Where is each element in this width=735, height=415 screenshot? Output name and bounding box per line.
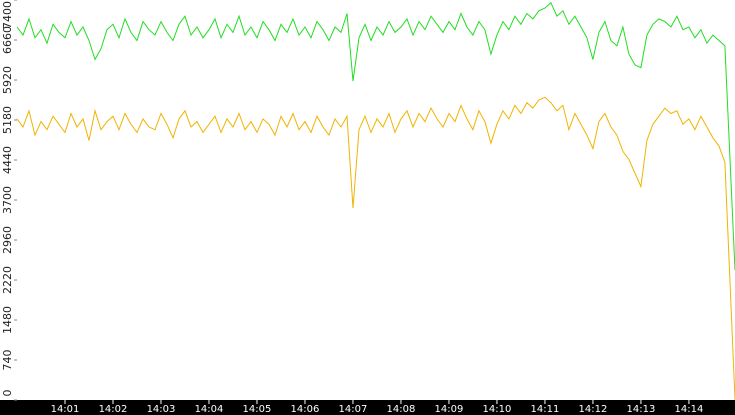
x-axis-band — [0, 400, 735, 415]
x-tick-label: 14:09 — [435, 404, 464, 415]
series-line — [16, 1, 735, 271]
x-tick-label: 14:10 — [483, 404, 512, 415]
x-tick-label: 14:07 — [339, 404, 368, 415]
x-tick-label: 14:13 — [627, 404, 656, 415]
x-tick-label: 14:01 — [51, 404, 80, 415]
y-tick-label: 3700 — [1, 186, 14, 214]
x-tick-label: 14:05 — [243, 404, 272, 415]
y-tick-label: 4440 — [1, 146, 14, 174]
x-tick-label: 14:02 — [99, 404, 128, 415]
x-tick-label: 14:11 — [531, 404, 560, 415]
y-tick-label: 6660 — [1, 26, 14, 54]
y-tick-label: 2220 — [1, 266, 14, 294]
x-tick-label: 14:12 — [579, 404, 608, 415]
y-tick-label: 0 — [1, 390, 14, 397]
y-tick-label: 740 — [1, 350, 14, 371]
series-line — [16, 96, 735, 401]
y-tick-label: 7400 — [1, 1, 14, 29]
x-tick-label: 14:04 — [195, 404, 224, 415]
y-tick-label: 5920 — [1, 66, 14, 94]
x-tick-label: 14:06 — [291, 404, 320, 415]
x-tick-label: 14:14 — [675, 404, 704, 415]
y-tick-label: 1480 — [1, 306, 14, 334]
y-tick-label: 2960 — [1, 226, 14, 254]
x-tick-label: 14:08 — [387, 404, 416, 415]
x-tick-label: 14:03 — [147, 404, 176, 415]
y-tick-label: 5180 — [1, 106, 14, 134]
